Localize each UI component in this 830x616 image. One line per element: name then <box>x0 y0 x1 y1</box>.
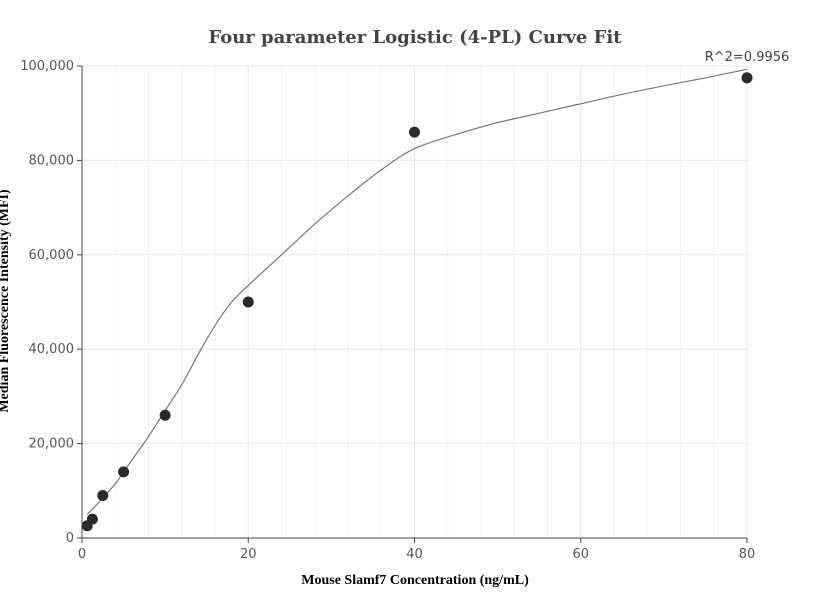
x-tick-label: 0 <box>78 547 86 562</box>
x-axis-title: Mouse Slamf7 Concentration (ng/mL) <box>301 573 529 588</box>
y-tick-label: 40,000 <box>29 342 75 357</box>
x-tick-label: 40 <box>406 547 423 562</box>
y-tick-label: 60,000 <box>29 248 75 263</box>
x-axis-ticks: 0 20 40 60 80 <box>78 538 755 562</box>
x-tick-label: 60 <box>572 547 589 562</box>
data-points <box>81 72 753 532</box>
minor-gridlines <box>114 66 715 538</box>
y-tick-label: 100,000 <box>20 59 74 74</box>
data-point <box>409 126 420 138</box>
data-point <box>741 72 753 84</box>
x-tick-label: 80 <box>739 547 756 562</box>
chart-title: Four parameter Logistic (4-PL) Curve Fit <box>208 27 622 48</box>
y-tick-label: 80,000 <box>29 153 75 168</box>
fit-curve-line <box>86 68 748 515</box>
data-point <box>97 490 109 502</box>
y-axis-ticks: 0 20,000 40,000 60,000 80,000 100,000 <box>20 59 82 546</box>
data-point <box>118 466 130 478</box>
r-squared-annotation: R^2=0.9956 <box>705 50 790 65</box>
y-tick-label: 0 <box>66 531 74 546</box>
data-point <box>242 296 254 308</box>
data-point <box>159 409 171 421</box>
data-point <box>86 513 98 525</box>
y-tick-label: 20,000 <box>29 437 75 452</box>
y-axis-title: Median Fluorescence Intensity (MFI) <box>0 189 12 413</box>
x-tick-label: 20 <box>240 547 257 562</box>
